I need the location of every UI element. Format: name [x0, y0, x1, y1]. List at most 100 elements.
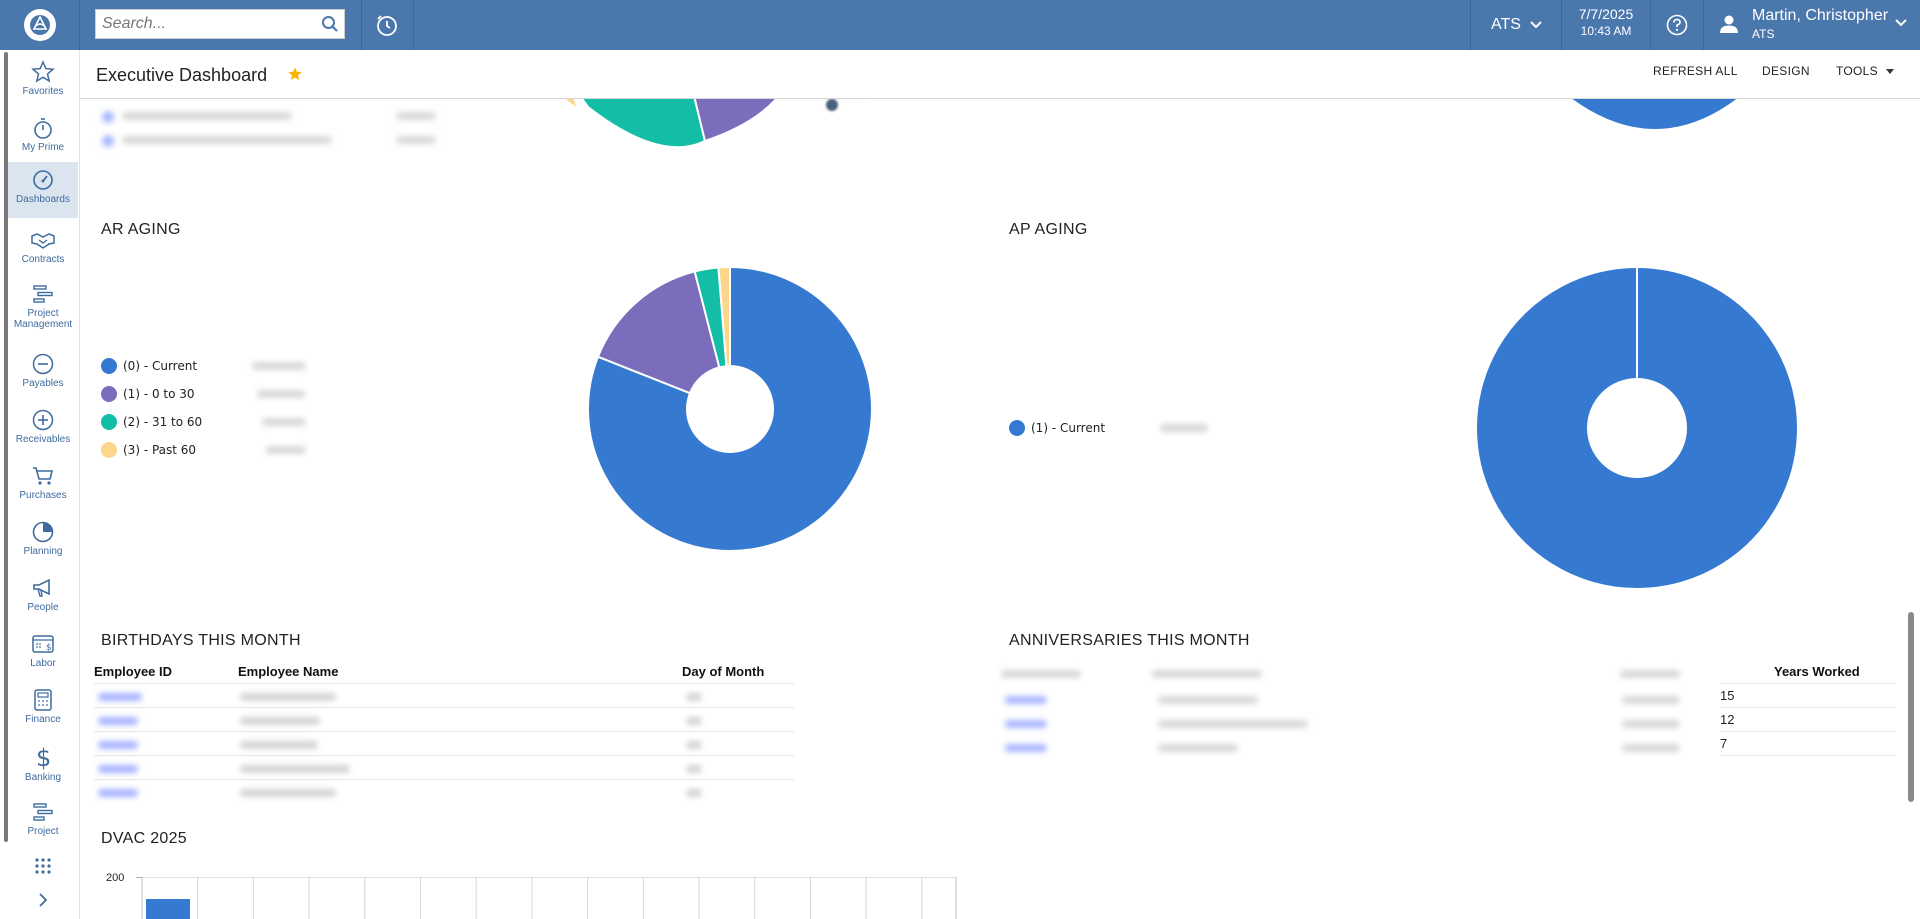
design-button[interactable]: DESIGN [1762, 64, 1810, 78]
pie-arc [1572, 99, 1737, 129]
years-worked-column: Years Worked 15 12 7 [1720, 662, 1896, 756]
help-button[interactable] [1651, 0, 1703, 50]
sidebar-item-planning[interactable]: Planning [8, 514, 78, 568]
legend-label: (2) - 31 to 60 [123, 415, 203, 429]
tools-label: TOOLS [1836, 64, 1878, 78]
donut-hole [686, 365, 774, 453]
search-input[interactable] [96, 10, 306, 38]
legend-dot [101, 386, 117, 402]
legend-item[interactable]: (1) - Current [1009, 420, 1105, 436]
company-selector[interactable]: ATS [1472, 0, 1562, 50]
hire-date [1622, 744, 1680, 752]
sidebar-item-project-management[interactable]: Project Management [8, 276, 78, 338]
employee-id-link[interactable] [98, 764, 138, 773]
divider [1650, 0, 1651, 50]
dollar-icon: $ [36, 744, 51, 770]
sidebar-item-people[interactable]: People [8, 570, 78, 624]
legend-label: (3) - Past 60 [123, 443, 197, 457]
search-icon[interactable] [321, 15, 339, 38]
date-time: 7/7/2025 10:43 AM [1562, 6, 1650, 38]
company-label: ATS [1491, 16, 1521, 33]
employee-id-link[interactable] [98, 740, 138, 749]
legend-dot [101, 414, 117, 430]
employee-id-link[interactable] [98, 692, 142, 701]
sidebar-more-button[interactable] [8, 850, 78, 876]
sidebar-item-label: Banking [24, 772, 62, 783]
legend-item[interactable]: (0) - Current [101, 358, 197, 374]
sidebar-item-label: Project Management [13, 308, 73, 330]
sidebar-item-purchases[interactable]: Purchases [8, 458, 78, 512]
legend-value [396, 112, 436, 120]
sidebar-item-payables[interactable]: Payables [8, 346, 78, 400]
column-header-employee-id[interactable] [1001, 670, 1081, 678]
plot-area [141, 877, 957, 919]
years-worked-value: 7 [1720, 731, 1896, 756]
favorite-star-icon[interactable] [287, 66, 303, 82]
employee-id-link[interactable] [98, 788, 138, 797]
user-menu[interactable]: Martin, Christopher ATS [1704, 0, 1920, 50]
gantt-icon [33, 285, 53, 303]
sidebar-item-my-prime[interactable]: My Prime [8, 110, 78, 164]
legend-label: (0) - Current [123, 359, 198, 373]
birthdays-title: BIRTHDAYS THIS MONTH [101, 632, 301, 649]
pie-slice [693, 99, 778, 143]
column-header-day-of-month[interactable]: Day of Month [682, 664, 765, 679]
page-scrollbar[interactable] [1908, 612, 1914, 802]
legend-dot [102, 135, 114, 147]
help-icon [1666, 14, 1688, 36]
years-worked-value: 15 [1720, 683, 1896, 708]
legend-item[interactable]: (3) - Past 60 [101, 442, 196, 458]
column-header-employee-name[interactable] [1152, 670, 1262, 678]
sidebar-scrollbar[interactable] [4, 52, 8, 842]
employee-id-link[interactable] [1005, 696, 1047, 704]
sidebar: Favorites My Prime Dashboards Contracts … [0, 50, 80, 919]
chevron-right-icon [39, 893, 48, 907]
sidebar-item-dashboards[interactable]: Dashboards [8, 162, 78, 218]
table-row: 12 [1720, 707, 1896, 732]
user-icon [1720, 15, 1738, 33]
calculator-icon [34, 689, 52, 711]
sidebar-item-contracts[interactable]: Contracts [8, 222, 78, 276]
column-header-employee-name[interactable]: Employee Name [238, 664, 339, 679]
ap-aging-donut-chart [1474, 266, 1799, 590]
sidebar-item-banking[interactable]: $ Banking [8, 738, 78, 792]
gantt-icon [33, 803, 53, 821]
sidebar-item-project[interactable]: Project [8, 794, 78, 848]
tools-button[interactable]: TOOLS [1836, 64, 1894, 78]
sidebar-expand-button[interactable] [8, 886, 78, 912]
minus-circle-icon [32, 353, 54, 375]
svg-text:$: $ [36, 744, 51, 770]
top-right-pie-partial [1544, 99, 1804, 164]
employee-name [240, 740, 318, 749]
column-header-employee-id[interactable]: Employee ID [94, 664, 173, 679]
legend-item[interactable]: (2) - 31 to 60 [101, 414, 202, 430]
employee-id-link[interactable] [98, 716, 138, 725]
hire-date [1622, 696, 1680, 704]
sidebar-item-labor[interactable]: $ Labor [8, 626, 78, 680]
legend-item[interactable]: (1) - 0 to 30 [101, 386, 195, 402]
handshake-icon [31, 233, 55, 249]
sidebar-item-receivables[interactable]: Receivables [8, 402, 78, 456]
day-of-month [686, 788, 702, 797]
sidebar-item-favorites[interactable]: Favorites [8, 54, 78, 108]
app-logo[interactable] [0, 0, 80, 50]
day-of-month [686, 764, 702, 773]
column-header-hire-date[interactable] [1620, 670, 1680, 678]
pie-slice [581, 99, 707, 149]
sidebar-item-label: Payables [22, 378, 64, 389]
plus-circle-icon [32, 409, 54, 431]
refresh-all-button[interactable]: REFRESH ALL [1653, 64, 1738, 78]
history-button[interactable] [362, 0, 412, 50]
table-row: 7 [1720, 731, 1896, 756]
legend-value [252, 362, 306, 370]
sidebar-item-finance[interactable]: Finance [8, 682, 78, 736]
table-header-row: Years Worked [1720, 662, 1896, 684]
column-header-years-worked[interactable]: Years Worked [1774, 664, 1860, 679]
employee-id-link[interactable] [1005, 720, 1047, 728]
sidebar-item-label: Receivables [15, 434, 71, 445]
sidebar-item-label: Labor [30, 658, 56, 669]
hire-date [1622, 720, 1680, 728]
donut-slice[interactable] [596, 270, 732, 411]
table-header-row: Employee ID Employee Name Day of Month [94, 662, 794, 684]
employee-id-link[interactable] [1005, 744, 1047, 752]
